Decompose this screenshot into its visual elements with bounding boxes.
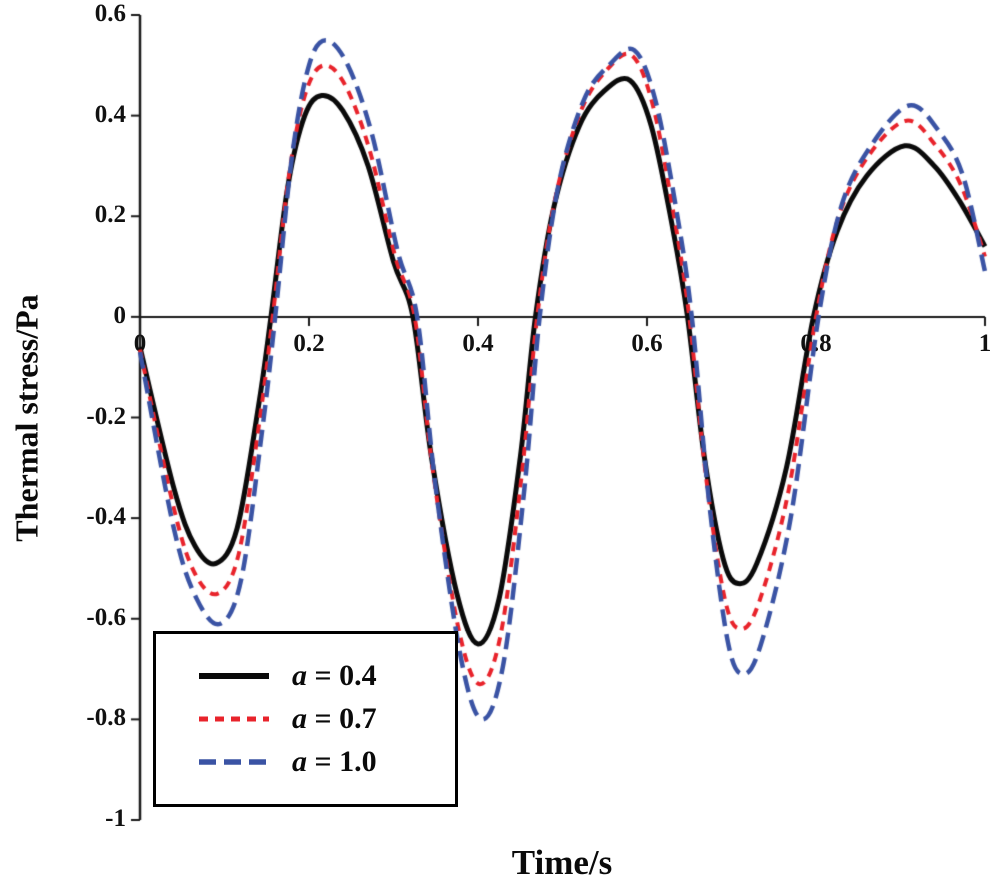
legend-item: a = 1.0 <box>198 745 455 779</box>
legend-label: a = 0.7 <box>292 702 377 735</box>
legend-item: a = 0.7 <box>198 702 455 736</box>
legend-item: a = 0.4 <box>198 659 455 693</box>
legend-line-swatch <box>199 673 269 679</box>
legend-label: a = 1.0 <box>292 745 377 778</box>
legend-line-swatch <box>199 759 269 765</box>
legend-line-swatch <box>199 716 269 722</box>
legend-label: a = 0.4 <box>292 659 377 692</box>
legend: a = 0.4 a = 0.7 a = 1.0 <box>153 631 458 807</box>
